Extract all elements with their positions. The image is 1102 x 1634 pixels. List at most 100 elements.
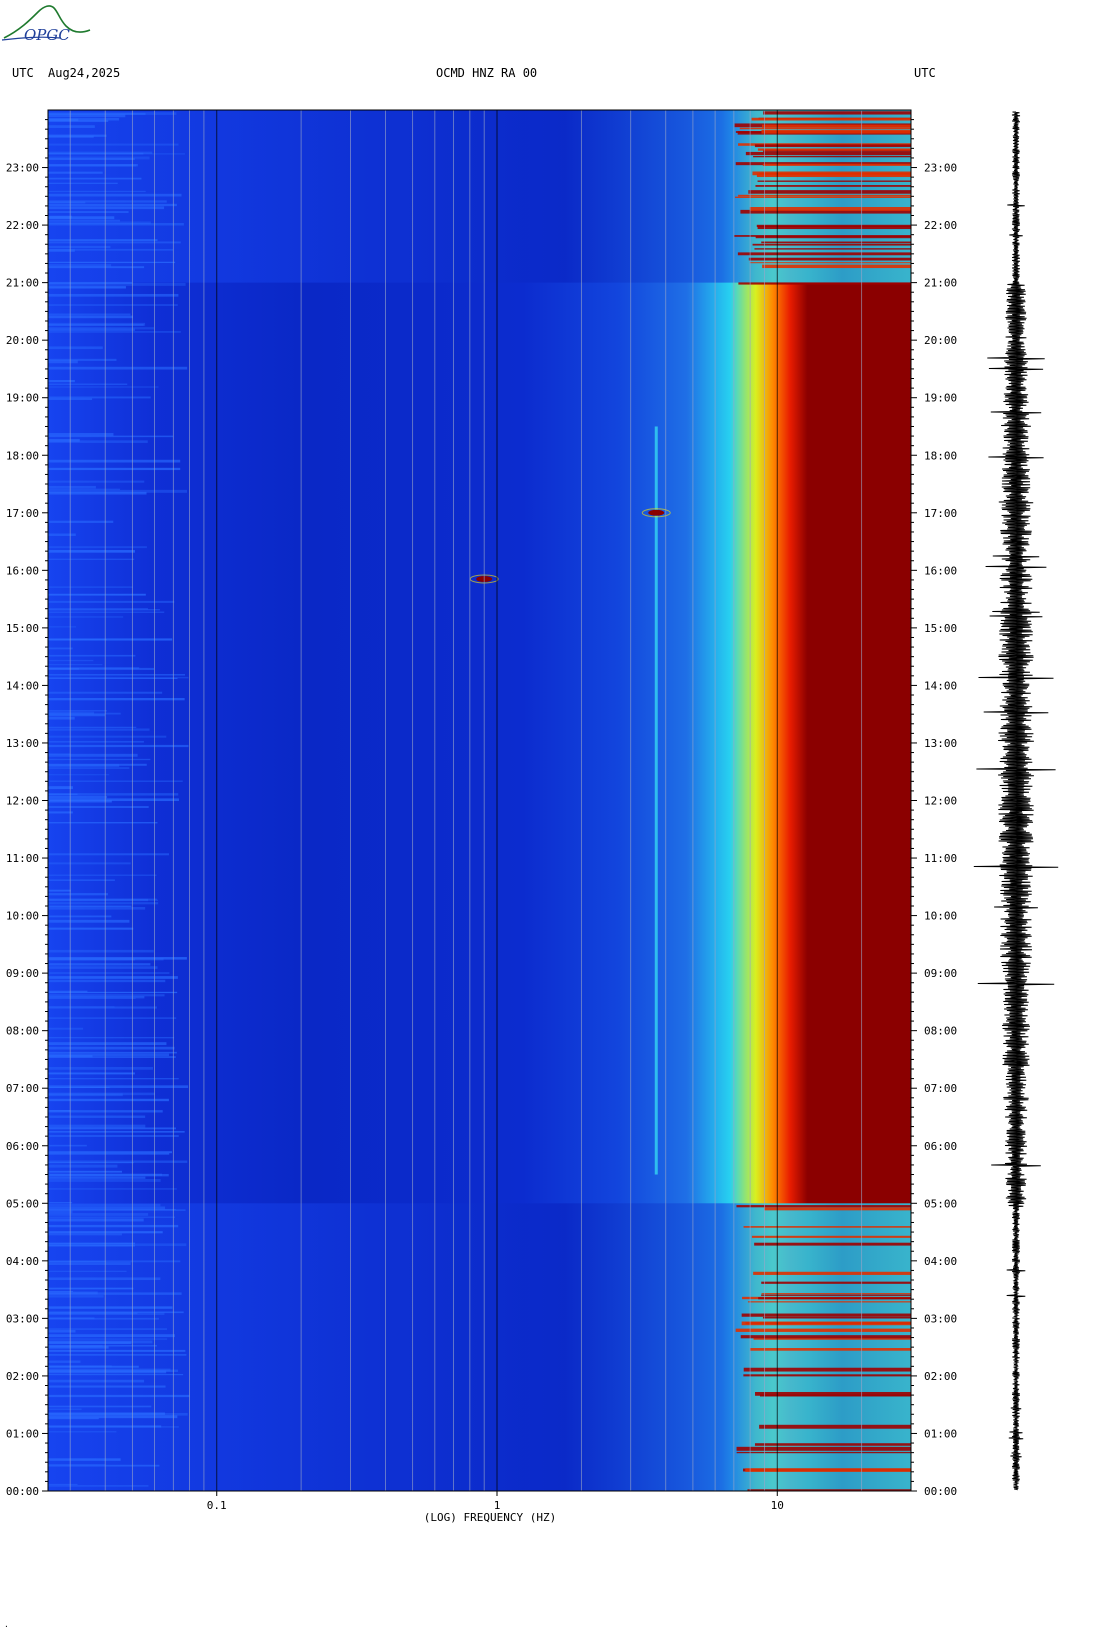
noise-streak: [48, 1360, 81, 1363]
noise-streak: [48, 164, 137, 167]
noise-streak: [48, 1345, 157, 1347]
noise-streak: [48, 1203, 161, 1207]
noise-streak: [48, 201, 86, 204]
y-tick-label: 22:00: [924, 219, 957, 232]
y-tick-label: 10:00: [924, 910, 957, 923]
y-tick-label: 12:00: [924, 795, 957, 808]
energy-streak: [751, 117, 911, 121]
y-tick-label: 17:00: [6, 507, 39, 520]
y-tick-label: 00:00: [924, 1485, 957, 1498]
noise-streak: [48, 1370, 167, 1374]
noise-streak: [48, 949, 154, 953]
energy-streak: [754, 1242, 911, 1246]
energy-streak: [754, 144, 911, 148]
y-tick-label: 04:00: [6, 1255, 39, 1268]
noise-streak: [48, 467, 181, 471]
noise-streak: [48, 1425, 162, 1428]
time-axis-right: 00:00 01:00 02:00 03:00 04:00 05:00 06:00 07:00…: [911, 119, 957, 1498]
energy-streak: [743, 1374, 911, 1377]
noise-streak: [48, 1415, 178, 1419]
noise-streak: [48, 664, 103, 666]
y-tick-label: 13:00: [924, 737, 957, 750]
noise-streak: [48, 550, 135, 553]
noise-streak: [48, 435, 174, 438]
noise-streak: [48, 919, 130, 923]
noise-streak: [48, 1312, 165, 1315]
noise-streak: [48, 898, 157, 900]
noise-streak: [48, 380, 75, 383]
y-tick-label: 04:00: [924, 1255, 957, 1268]
noise-streak: [48, 286, 126, 289]
energy-streak: [757, 180, 911, 182]
noise-streak: [48, 158, 135, 160]
energy-streak: [752, 171, 911, 176]
x-tick-label: 0.1: [207, 1499, 227, 1512]
y-tick-label: 14:00: [924, 679, 957, 692]
noise-streak: [48, 1338, 168, 1340]
noise-streak: [48, 221, 151, 225]
noise-streak: [48, 1056, 176, 1058]
noise-streak: [48, 1144, 87, 1147]
noise-streak: [48, 182, 118, 184]
noise-streak: [48, 1242, 136, 1245]
y-tick-label: 16:00: [924, 564, 957, 577]
noise-streak: [48, 222, 184, 226]
noise-streak: [48, 438, 80, 442]
noise-streak: [48, 1124, 146, 1128]
noise-streak: [48, 997, 136, 999]
y-tick-label: 05:00: [6, 1197, 39, 1210]
seismogram-waveform: [973, 111, 1059, 1491]
x-tick-label: 1: [494, 1499, 501, 1512]
noise-streak: [48, 1369, 178, 1373]
noise-streak: [48, 1037, 175, 1039]
noise-streak: [48, 358, 117, 361]
noise-streak: [48, 963, 151, 966]
energy-streak: [749, 262, 911, 264]
energy-streak: [758, 1297, 911, 1300]
y-tick-label: 03:00: [6, 1312, 39, 1325]
noise-streak: [48, 366, 188, 370]
energy-streak: [740, 209, 911, 214]
burst-mark: [648, 509, 665, 516]
noise-streak: [48, 1290, 74, 1293]
noise-streak: [48, 958, 164, 961]
noise-streak: [48, 795, 108, 799]
frequency-axis: 0.1 1 10: [207, 1491, 784, 1512]
noise-streak: [48, 728, 150, 731]
station-label: OCMD HNZ RA 00: [436, 66, 538, 80]
energy-streak: [753, 155, 911, 158]
noise-streak: [48, 117, 120, 121]
noise-streak: [48, 1206, 166, 1210]
noise-streak: [48, 1233, 122, 1236]
noise-streak: [48, 1160, 188, 1163]
noise-streak: [48, 714, 106, 717]
noise-streak: [48, 638, 173, 641]
noise-streak: [48, 261, 176, 264]
energy-streak: [754, 248, 911, 250]
energy-streak: [736, 1451, 911, 1454]
energy-streak: [738, 194, 911, 197]
noise-streak: [48, 898, 149, 902]
noise-streak: [48, 1202, 73, 1204]
noise-streak: [48, 1244, 135, 1247]
noise-streak: [48, 1270, 127, 1272]
energy-streak: [748, 257, 911, 261]
energy-streak: [761, 124, 911, 128]
noise-streak: [48, 1385, 166, 1388]
noise-streak: [48, 972, 170, 974]
noise-streak: [48, 1135, 179, 1137]
noise-streak: [48, 386, 159, 388]
y-tick-label: 09:00: [924, 967, 957, 980]
frequency-gridlines: [47, 109, 912, 1492]
noise-streak: [48, 1312, 138, 1315]
noise-streak: [48, 822, 158, 824]
spectral-line: [654, 426, 658, 1175]
noise-streak: [48, 1170, 122, 1173]
energy-streak: [749, 207, 911, 211]
noise-streak: [48, 313, 131, 316]
noise-streak: [48, 1072, 135, 1075]
noise-streak: [48, 1213, 149, 1216]
noise-streak: [48, 383, 128, 385]
noise-streak: [48, 190, 146, 193]
noise-streak: [48, 1053, 170, 1057]
